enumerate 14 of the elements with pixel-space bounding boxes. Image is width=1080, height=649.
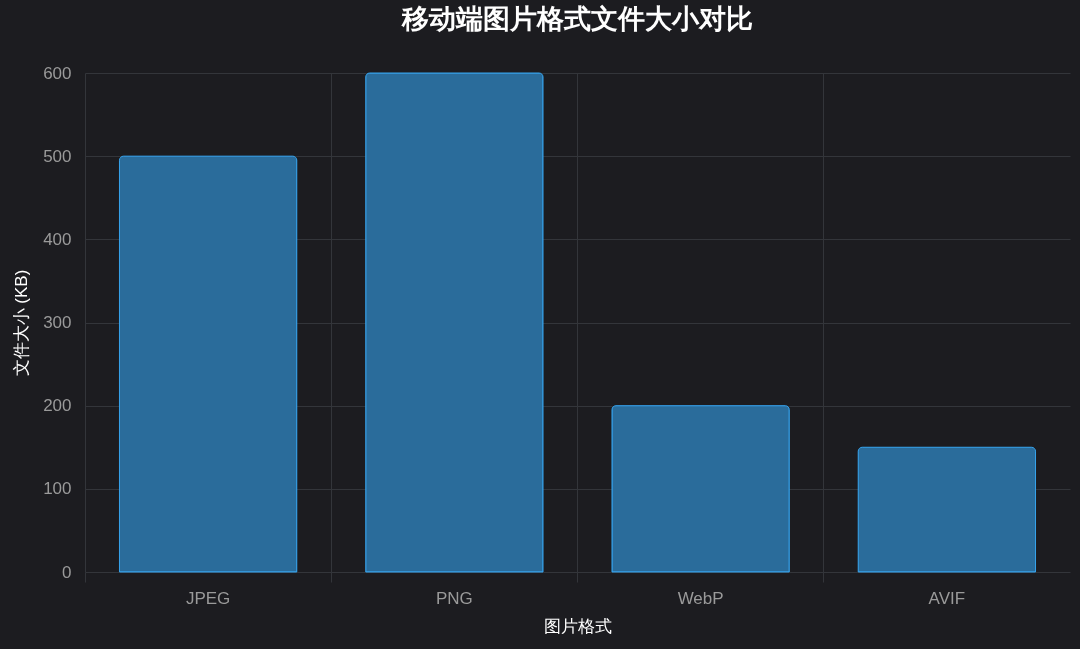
y-tick-label: 300 — [43, 313, 72, 332]
x-axis-title: 图片格式 — [544, 616, 612, 636]
y-tick-label: 500 — [43, 146, 72, 166]
x-tick-label: PNG — [435, 588, 473, 608]
chart-title: 移动端图片格式文件大小对比 — [401, 4, 753, 34]
x-tick-label: AVIF — [928, 588, 966, 608]
y-tick-label: 0 — [62, 562, 72, 582]
y-tick-label: 400 — [43, 229, 72, 249]
y-tick-label: 100 — [43, 479, 72, 499]
x-tick-label: WebP — [677, 588, 724, 608]
y-tick-label: 600 — [43, 63, 72, 83]
y-axis-title: 文件大小 (KB) — [12, 269, 32, 377]
y-tick-label: 200 — [43, 396, 72, 416]
x-tick-label: JPEG — [185, 588, 231, 608]
